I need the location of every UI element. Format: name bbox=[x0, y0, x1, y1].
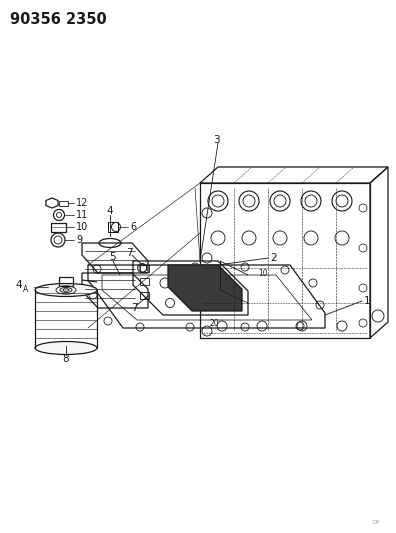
Text: 4: 4 bbox=[106, 206, 112, 216]
Ellipse shape bbox=[35, 284, 97, 296]
Text: 90356 2350: 90356 2350 bbox=[10, 12, 107, 27]
Text: 4: 4 bbox=[15, 280, 22, 290]
Bar bbox=[140, 292, 149, 298]
Text: 7: 7 bbox=[126, 248, 133, 258]
Text: 8: 8 bbox=[62, 354, 69, 364]
Bar bbox=[108, 222, 118, 232]
Text: 5: 5 bbox=[109, 252, 116, 262]
Text: 3: 3 bbox=[213, 135, 220, 145]
Text: 9: 9 bbox=[76, 235, 82, 245]
Polygon shape bbox=[168, 265, 242, 311]
Text: 1: 1 bbox=[364, 296, 371, 306]
Text: DP: DP bbox=[371, 520, 380, 525]
Bar bbox=[140, 264, 149, 271]
Bar bbox=[59, 200, 68, 206]
Text: 12: 12 bbox=[76, 198, 88, 208]
Text: 7: 7 bbox=[131, 303, 138, 313]
Bar bbox=[140, 278, 149, 285]
Bar bbox=[51, 222, 66, 231]
Text: 11: 11 bbox=[76, 210, 88, 220]
Ellipse shape bbox=[35, 342, 97, 354]
Text: 2: 2 bbox=[270, 253, 277, 263]
Text: 20: 20 bbox=[210, 319, 220, 328]
Text: 6: 6 bbox=[130, 222, 136, 232]
Text: 10: 10 bbox=[76, 222, 88, 232]
Text: A: A bbox=[23, 285, 28, 294]
Bar bbox=[59, 277, 73, 286]
Text: 10: 10 bbox=[258, 269, 268, 278]
